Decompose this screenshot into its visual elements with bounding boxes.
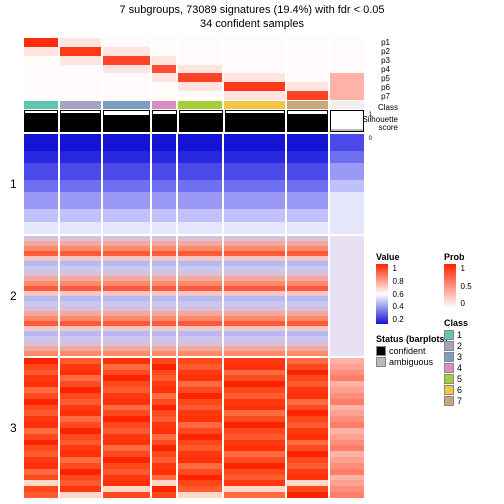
silhouette-barplot — [24, 110, 364, 132]
class-legend: Class 1234567 — [444, 318, 500, 406]
class-label: Class — [378, 104, 398, 112]
sil-tick-bot: 0 — [369, 136, 372, 142]
probability-heatmap — [24, 38, 364, 100]
page-title: 7 subgroups, 73089 signatures (19.4%) wi… — [0, 4, 504, 16]
page-subtitle: 34 confident samples — [0, 18, 504, 30]
p-labels: p1p2p3p4p5p6p7 — [381, 38, 390, 100]
prob-gradient — [444, 264, 456, 308]
value-gradient — [376, 264, 388, 324]
expression-heatmaps: 123 — [24, 132, 364, 498]
legends-right: Prob 10.50 Class 1234567 — [444, 252, 500, 416]
prob-legend: Prob 10.50 — [444, 252, 500, 308]
class-annotation — [24, 101, 364, 109]
main-plot: p1p2p3p4p5p6p7 Class Silhouette score 1 … — [24, 38, 364, 498]
silhouette-label-2: score — [378, 124, 398, 132]
sil-tick-top: 1 — [369, 112, 372, 118]
